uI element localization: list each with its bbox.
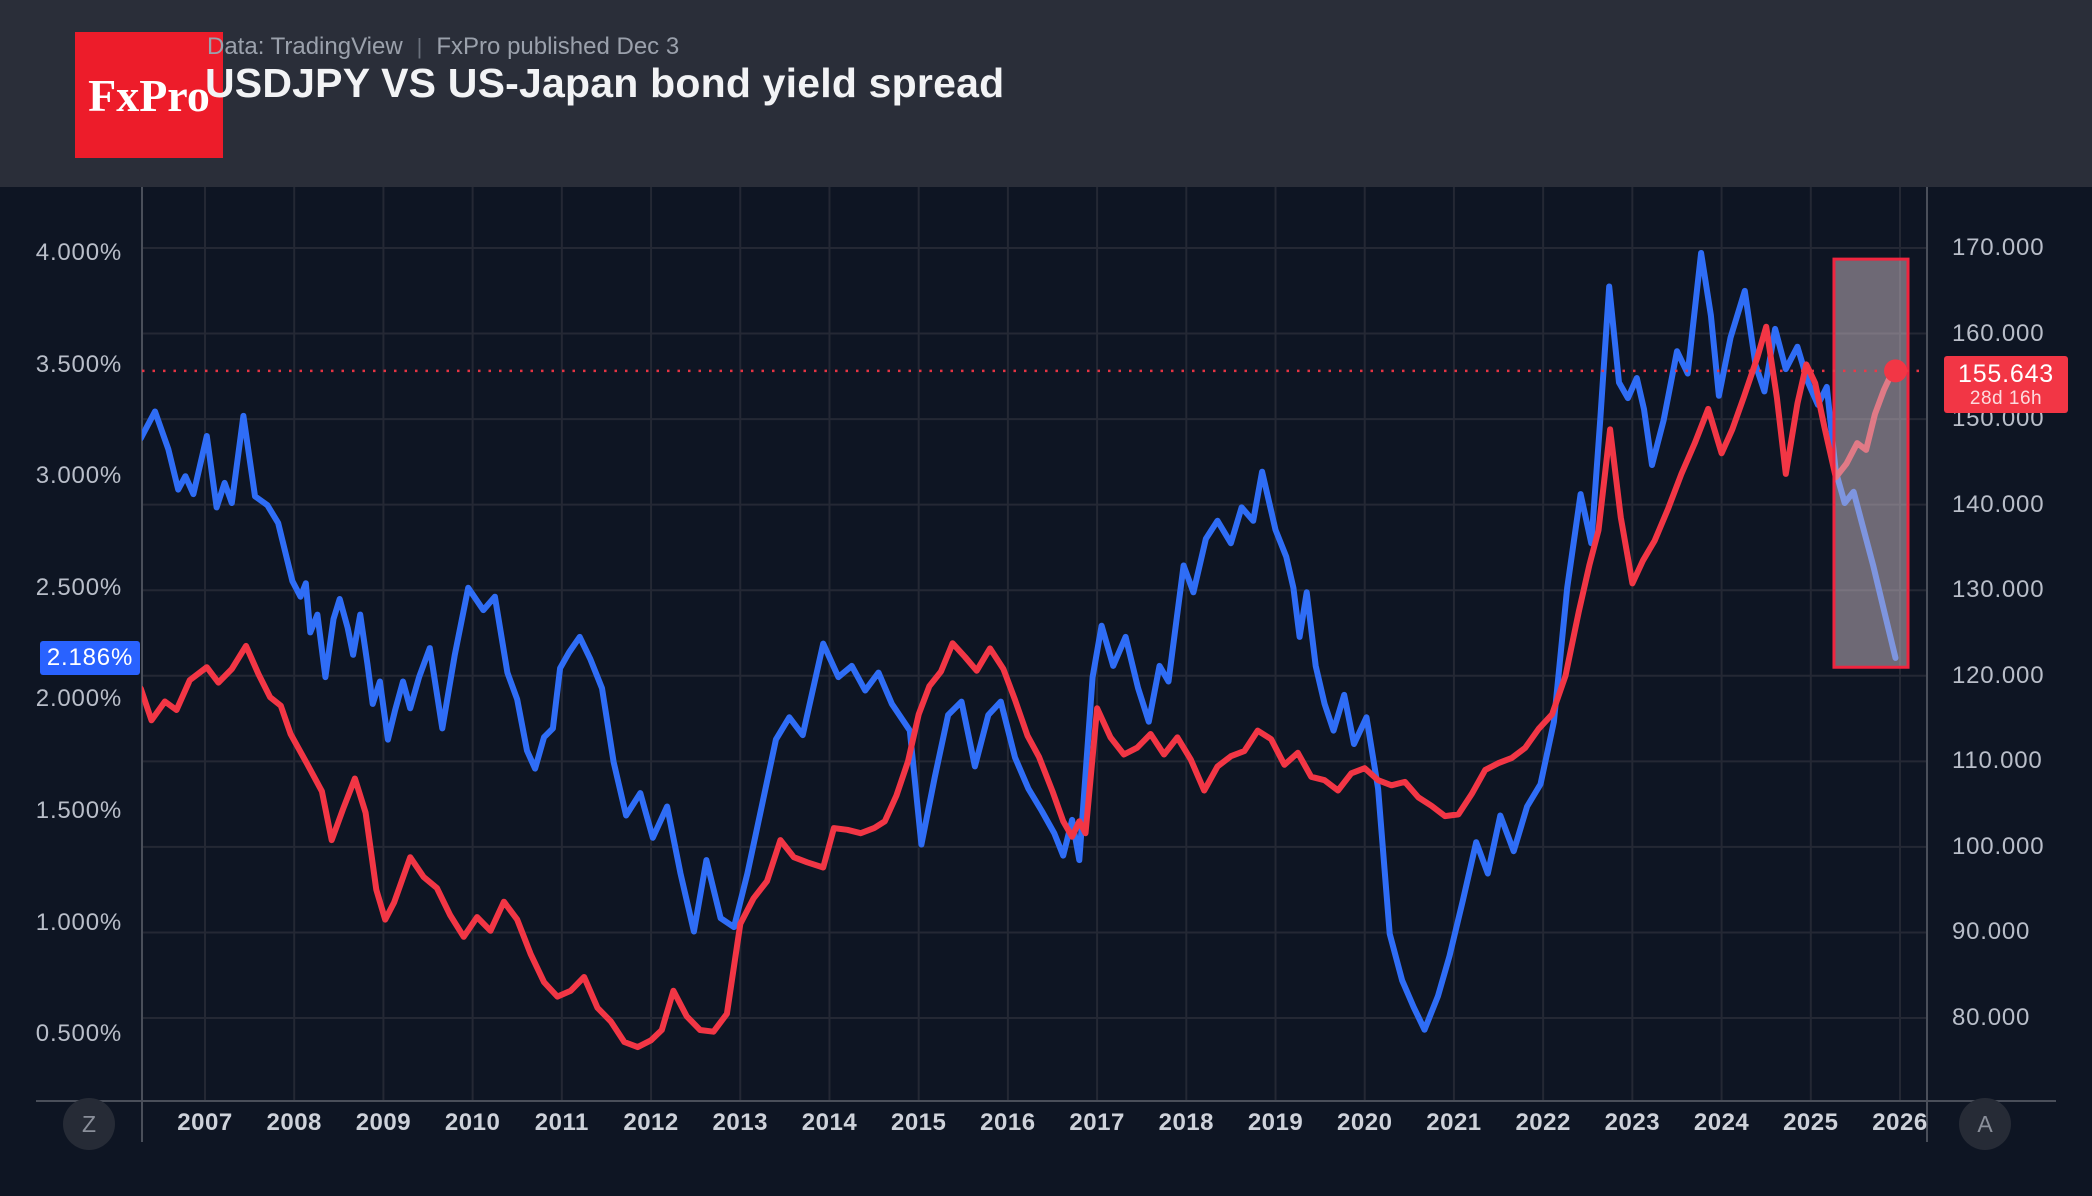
timezone-button-label: Z <box>81 1110 97 1137</box>
highlight-rectangle[interactable] <box>1832 257 1910 669</box>
y-axis-right-tick: 130.000 <box>1952 576 2045 604</box>
x-axis-year-tick: 2012 <box>623 1109 679 1136</box>
x-axis-year-tick: 2016 <box>980 1109 1036 1136</box>
usdjpy-current-value-text: 155.643 <box>1958 359 2054 388</box>
x-axis-year-tick: 2023 <box>1604 1109 1661 1136</box>
y-axis-right-tick: 90.000 <box>1952 918 2031 946</box>
y-axis-right-tick: 170.000 <box>1952 234 2045 261</box>
y-axis-right-tick: 140.000 <box>1952 490 2045 518</box>
subtitle-separator: | <box>416 34 423 59</box>
y-axis-right-tick: 100.000 <box>1952 832 2045 860</box>
timezone-button[interactable]: Z <box>63 1098 115 1150</box>
grid-lines <box>142 187 1927 1101</box>
y-axis-left-tick: 4.000% <box>35 239 122 266</box>
x-axis-year-tick: 2019 <box>1247 1109 1304 1136</box>
y-axis-right-tick: 160.000 <box>1952 319 2045 347</box>
x-axis-year-tick: 2024 <box>1693 1109 1750 1136</box>
auto-scale-button[interactable]: A <box>1959 1098 2011 1150</box>
auto-scale-button-label: A <box>1977 1110 1993 1137</box>
bar-countdown-text: 28d 16h <box>1969 387 2043 409</box>
x-axis-year-tick: 2020 <box>1337 1109 1393 1136</box>
x-axis-year-tick: 2025 <box>1783 1109 1839 1136</box>
y-axis-left-tick: 2.000% <box>35 685 122 713</box>
axis-frame <box>36 187 2056 1142</box>
x-axis-year-tick: 2010 <box>444 1109 501 1136</box>
page-title: USDJPY VS US-Japan bond yield spread <box>205 60 1005 106</box>
y-axis-left-tick: 3.000% <box>35 462 122 490</box>
spread-current-value-label: 2.186% <box>40 640 140 675</box>
x-axis-year-tick: 2017 <box>1069 1109 1125 1136</box>
x-axis-year-tick: 2014 <box>801 1109 858 1136</box>
usdjpy-current-value-label: 155.643 28d 16h <box>1944 355 2068 413</box>
x-axis-year-tick: 2011 <box>534 1109 589 1136</box>
spread-current-value-text: 2.186% <box>46 643 134 671</box>
y-axis-right-tick: 110.000 <box>1952 747 2043 775</box>
x-axis-year-tick: 2015 <box>890 1109 947 1136</box>
usdjpy-last-point-dot <box>1884 359 1908 383</box>
x-axis-year-tick: 2008 <box>266 1109 322 1136</box>
chart-header: FxPro Data: TradingView | FxPro published … <box>0 0 2092 187</box>
x-axis-year-tick: 2026 <box>1872 1109 1928 1136</box>
usdjpy-line[interactable] <box>141 323 1899 1051</box>
y-axis-left-tick: 1.000% <box>35 908 122 936</box>
y-axis-left-tick: 2.500% <box>35 573 122 601</box>
x-axis-year-tick: 2018 <box>1158 1109 1214 1136</box>
series-group <box>141 250 1899 1051</box>
y-axis-left-tick: 3.500% <box>35 350 122 378</box>
y-axis-right-tick: 120.000 <box>1952 661 2045 689</box>
x-axis-year-tick: 2013 <box>712 1109 768 1136</box>
chart-subtitle: Data: TradingView | FxPro published Dec 3 <box>207 33 679 61</box>
x-axis-year-tick: 2009 <box>355 1109 412 1136</box>
fxpro-logo-text: FxPro <box>88 69 210 121</box>
y-axis-left-tick: 0.500% <box>35 1020 122 1048</box>
x-axis-year-tick: 2022 <box>1515 1109 1571 1136</box>
x-axis-year-tick: 2007 <box>177 1109 233 1136</box>
y-axis-left-tick: 1.500% <box>35 797 122 824</box>
published-date-text: FxPro published Dec 3 <box>436 33 680 60</box>
x-axis-year-tick: 2021 <box>1426 1109 1482 1136</box>
data-source-text: Data: TradingView <box>207 33 403 60</box>
y-axis-right-tick: 80.000 <box>1952 1004 2031 1032</box>
spread-line[interactable] <box>141 250 1899 1033</box>
fxpro-logo: FxPro <box>75 32 223 158</box>
